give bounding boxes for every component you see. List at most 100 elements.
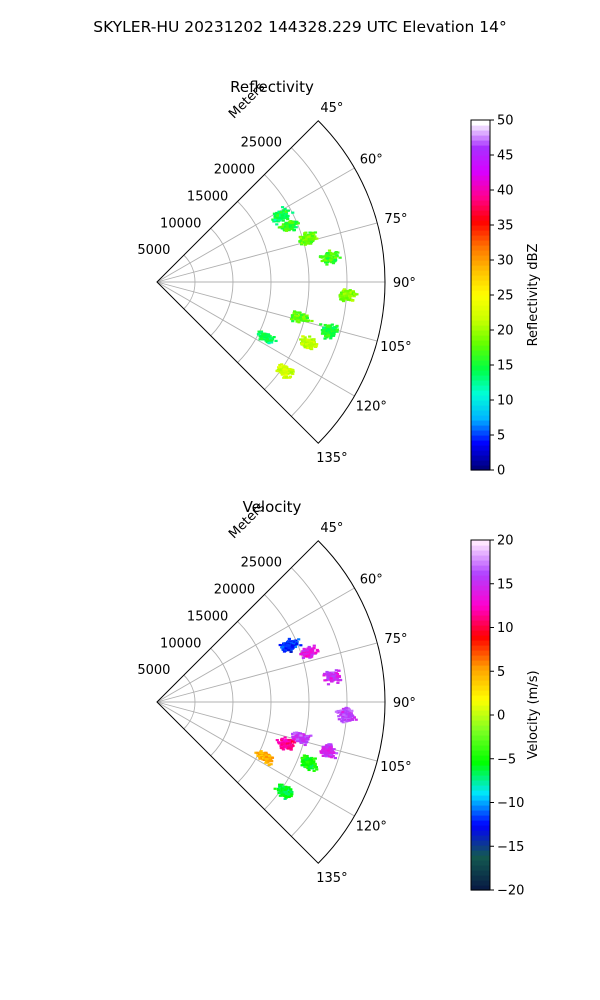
radar-gate xyxy=(325,257,329,260)
radar-gate xyxy=(306,236,310,239)
radar-gate xyxy=(306,647,310,650)
radar-gate xyxy=(325,329,329,333)
theta-tick-label: 60° xyxy=(360,152,383,167)
radar-gate xyxy=(284,790,289,793)
radar-gate xyxy=(289,640,293,643)
colorbar-step xyxy=(471,415,490,421)
radar-gate xyxy=(285,225,290,228)
radar-gate xyxy=(312,343,316,346)
radar-gate xyxy=(283,739,287,742)
radar-gate xyxy=(284,371,288,374)
radar-gate xyxy=(294,731,299,734)
radar-gate xyxy=(260,337,264,340)
radar-gate xyxy=(300,342,304,345)
colorbar-step xyxy=(471,260,490,266)
radar-gate xyxy=(283,744,287,747)
colorbar-step xyxy=(471,160,490,166)
radar-gate xyxy=(292,731,297,734)
radar-gate xyxy=(331,754,335,758)
radar-gate xyxy=(267,335,271,338)
radar-gate xyxy=(264,334,268,337)
radar-gate xyxy=(315,768,319,771)
radar-gate xyxy=(327,755,332,758)
radar-gate xyxy=(280,783,284,786)
colorbar-step xyxy=(471,390,490,396)
colorbar-step xyxy=(471,710,490,716)
radar-gate xyxy=(330,750,334,753)
radar-gate xyxy=(302,762,306,765)
colorbar-tick-label: 5 xyxy=(497,665,505,680)
radar-gate xyxy=(276,366,281,369)
radar-gate xyxy=(264,336,268,339)
theta-grid-line xyxy=(156,701,378,762)
radar-gate xyxy=(353,292,357,295)
radar-gate xyxy=(306,233,311,237)
radar-gate xyxy=(275,739,279,742)
radar-gate xyxy=(329,678,333,682)
colorbar-tick-label: 20 xyxy=(497,534,514,549)
radar-gate xyxy=(257,332,261,336)
radar-gate xyxy=(325,670,329,674)
radar-gate xyxy=(289,789,293,792)
colorbar-step xyxy=(471,265,490,271)
colorbar-step xyxy=(471,135,490,141)
radar-gate xyxy=(323,337,327,340)
theta-grid-line xyxy=(156,701,355,817)
r-tick-label: 15000 xyxy=(187,609,228,624)
radar-gate xyxy=(295,220,299,224)
colorbar-step xyxy=(471,820,490,826)
colorbar-step xyxy=(471,850,490,856)
radar-gate xyxy=(308,762,312,765)
colorbar-step xyxy=(471,695,490,701)
radar-gate xyxy=(333,326,337,329)
radar-gate xyxy=(349,715,353,718)
radar-gate xyxy=(323,335,328,338)
radar-gate xyxy=(311,757,315,760)
radar-gate xyxy=(290,740,294,743)
radar-gate xyxy=(289,788,293,791)
radar-gate xyxy=(281,366,285,369)
radar-gate xyxy=(345,713,349,716)
radar-gate xyxy=(281,748,286,751)
colorbar-step xyxy=(471,705,490,711)
colorbar-step xyxy=(471,590,490,596)
radar-gate xyxy=(287,795,291,799)
radar-gate xyxy=(266,333,270,336)
radar-gate xyxy=(325,252,330,255)
colorbar-step xyxy=(471,665,490,671)
radar-gate xyxy=(302,653,306,656)
colorbar-step xyxy=(471,450,490,456)
radar-gate xyxy=(304,343,308,346)
radar-gate xyxy=(329,258,333,262)
radar-gate xyxy=(281,793,286,796)
radar-gate xyxy=(343,708,347,711)
radar-gate xyxy=(284,795,288,798)
radar-gate xyxy=(345,720,349,723)
reflectivity-polar-axes: 45° 60° 75° 90° 105° 120° 135° 5000 10000 15000 20… xyxy=(137,80,416,466)
radar-gate xyxy=(346,718,351,722)
colorbar-tick-label: −10 xyxy=(497,796,524,811)
colorbar-step xyxy=(471,425,490,431)
colorbar-step xyxy=(471,165,490,171)
radar-gate xyxy=(331,679,335,682)
radar-gate xyxy=(313,762,317,765)
radar-gate xyxy=(277,210,281,213)
radar-gate xyxy=(325,753,329,756)
radar-gate xyxy=(284,785,288,788)
radar-gate xyxy=(292,640,296,643)
colorbar-step xyxy=(471,865,490,871)
radar-gate xyxy=(327,743,331,746)
radar-gate xyxy=(321,255,325,258)
colorbar-step xyxy=(471,840,490,846)
radar-gate xyxy=(312,236,316,239)
radar-gate xyxy=(307,768,311,772)
radar-gate xyxy=(326,683,331,686)
radar-gate xyxy=(327,672,332,675)
radar-gate xyxy=(351,291,356,294)
radar-gate xyxy=(282,643,287,647)
radar-gate xyxy=(280,737,284,740)
radar-gate xyxy=(283,366,288,369)
colorbar-step xyxy=(471,815,490,821)
colorbar-step xyxy=(471,140,490,146)
radar-gate xyxy=(342,292,346,296)
